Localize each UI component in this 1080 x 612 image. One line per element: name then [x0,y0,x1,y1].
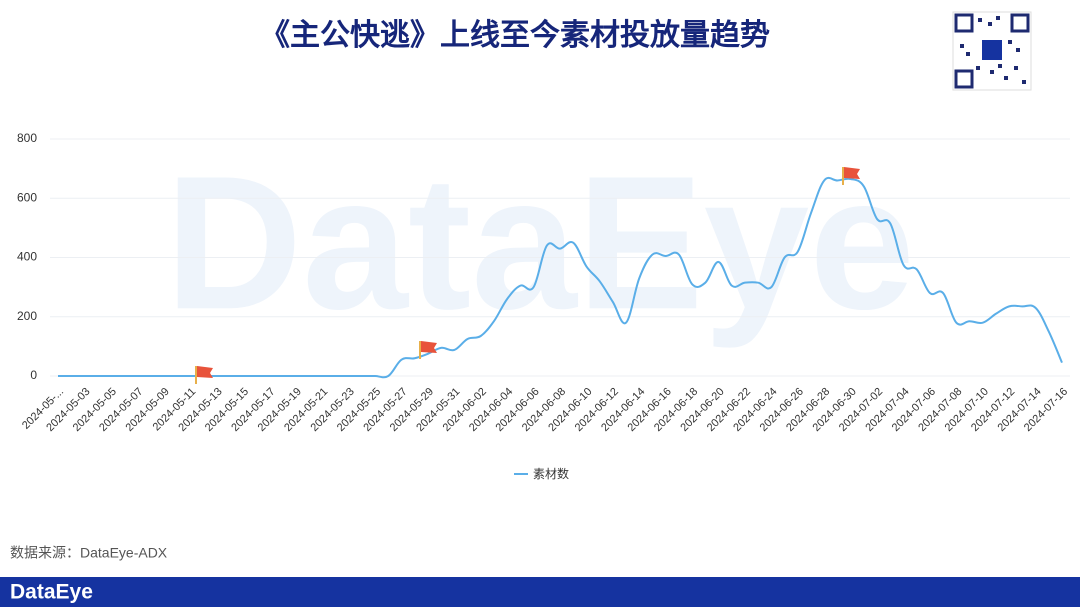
flag-icon [842,167,860,185]
y-tick-label: 200 [17,309,37,323]
y-tick-label: 800 [17,131,37,145]
footer-logo: DataEye [10,581,93,604]
flag-icon [419,341,437,359]
source-note: 数据来源：DataEye-ADX [10,545,168,561]
flag-cloth [844,167,860,179]
flag-cloth [421,341,437,353]
page-title: 《主公快逃》上线至今素材投放量趋势 [260,18,770,52]
y-tick-label: 600 [17,190,37,204]
series-line [58,176,1063,379]
y-tick-label: 400 [17,250,37,264]
qr-code [952,11,1032,91]
footer-bar [0,577,1080,607]
flag-icon [195,366,213,384]
watermark: DataEye [165,137,915,349]
y-tick-label: 0 [30,368,37,382]
legend-label: 素材数 [533,466,569,481]
flag-cloth [197,366,213,378]
